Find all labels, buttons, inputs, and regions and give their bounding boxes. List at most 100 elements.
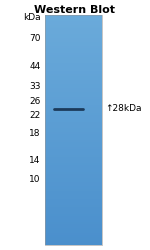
- Bar: [45, 216, 102, 218]
- Bar: [45, 19, 102, 21]
- Bar: [45, 92, 102, 94]
- Bar: [45, 207, 102, 208]
- Text: ↑28kDa: ↑28kDa: [105, 104, 141, 113]
- Bar: [45, 157, 102, 159]
- Bar: [45, 232, 102, 234]
- Text: 18: 18: [29, 128, 40, 138]
- Bar: [45, 201, 102, 203]
- Bar: [45, 38, 102, 40]
- Text: kDa: kDa: [23, 14, 40, 22]
- Bar: [45, 120, 102, 122]
- Bar: [45, 191, 102, 193]
- Bar: [45, 24, 102, 26]
- Bar: [45, 159, 102, 161]
- Bar: [45, 193, 102, 195]
- Bar: [45, 222, 102, 224]
- Bar: [45, 34, 102, 36]
- Bar: [45, 220, 102, 222]
- Bar: [45, 50, 102, 51]
- Bar: [45, 17, 102, 19]
- Bar: [45, 86, 102, 88]
- Bar: [45, 166, 102, 168]
- Bar: [45, 140, 102, 141]
- Bar: [45, 190, 102, 191]
- Bar: [45, 153, 102, 155]
- Bar: [45, 176, 102, 178]
- Bar: [45, 241, 102, 243]
- Bar: [45, 155, 102, 157]
- Bar: [45, 142, 102, 144]
- Bar: [45, 36, 102, 38]
- Bar: [45, 80, 102, 82]
- Bar: [45, 208, 102, 210]
- Bar: [45, 74, 102, 76]
- Bar: [45, 234, 102, 235]
- Bar: [45, 130, 102, 132]
- Bar: [45, 151, 102, 153]
- Bar: [45, 186, 102, 188]
- Bar: [45, 76, 102, 78]
- Text: 44: 44: [29, 62, 40, 71]
- Text: 10: 10: [29, 174, 40, 184]
- Bar: [45, 111, 102, 113]
- Bar: [45, 134, 102, 136]
- Bar: [45, 55, 102, 57]
- Bar: [45, 44, 102, 46]
- Bar: [45, 67, 102, 69]
- Bar: [45, 78, 102, 80]
- Bar: [45, 115, 102, 116]
- Bar: [45, 52, 102, 53]
- Bar: [45, 21, 102, 23]
- Bar: [45, 199, 102, 201]
- Text: 33: 33: [29, 82, 40, 91]
- Bar: [45, 170, 102, 172]
- Bar: [45, 103, 102, 105]
- Bar: [45, 15, 102, 245]
- Bar: [45, 118, 102, 120]
- Bar: [45, 205, 102, 207]
- Bar: [45, 99, 102, 101]
- Bar: [45, 132, 102, 134]
- Bar: [45, 180, 102, 182]
- Bar: [45, 116, 102, 118]
- Bar: [45, 228, 102, 230]
- Bar: [45, 42, 102, 44]
- Bar: [45, 195, 102, 197]
- Bar: [45, 147, 102, 149]
- Bar: [45, 237, 102, 239]
- Bar: [45, 168, 102, 170]
- Bar: [45, 178, 102, 180]
- Bar: [45, 32, 102, 34]
- Bar: [45, 82, 102, 84]
- Bar: [45, 184, 102, 186]
- Bar: [45, 188, 102, 190]
- Bar: [45, 107, 102, 109]
- Bar: [45, 46, 102, 48]
- Bar: [45, 224, 102, 226]
- Bar: [45, 113, 102, 115]
- Bar: [45, 28, 102, 30]
- Bar: [45, 109, 102, 111]
- Bar: [45, 218, 102, 220]
- Bar: [45, 197, 102, 199]
- Bar: [45, 48, 102, 50]
- Bar: [45, 84, 102, 86]
- Bar: [45, 174, 102, 176]
- Bar: [45, 98, 102, 99]
- Bar: [45, 23, 102, 24]
- Text: 22: 22: [29, 111, 40, 120]
- Bar: [45, 101, 102, 103]
- Bar: [45, 128, 102, 130]
- Bar: [45, 40, 102, 42]
- Bar: [45, 236, 102, 237]
- Bar: [45, 70, 102, 72]
- Bar: [45, 182, 102, 184]
- Bar: [45, 243, 102, 245]
- Bar: [45, 94, 102, 96]
- Bar: [45, 122, 102, 124]
- Bar: [45, 59, 102, 61]
- Bar: [45, 226, 102, 228]
- Bar: [45, 124, 102, 126]
- Bar: [45, 138, 102, 140]
- Bar: [45, 212, 102, 214]
